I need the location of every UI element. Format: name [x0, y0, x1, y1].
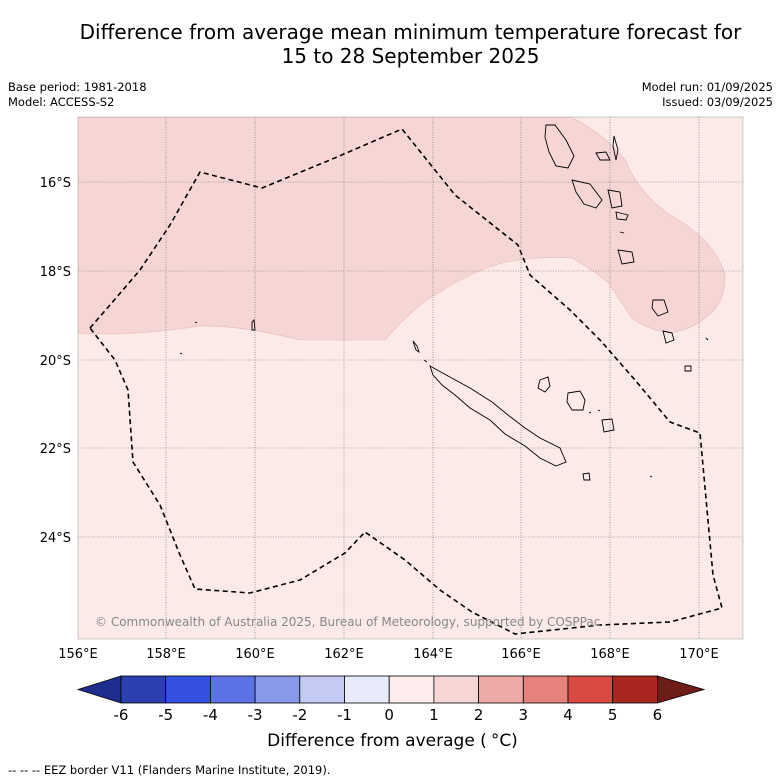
- vanuatu-north: [544, 124, 619, 169]
- colorbar-tick-label: 3: [519, 706, 529, 724]
- colorbar-extend-low: [76, 675, 122, 704]
- eez-legend-note: -- -- -- EEZ border V11 (Flanders Marine…: [8, 763, 331, 777]
- latitude-tick-labels: 16°S 18°S 20°S 22°S 24°S: [40, 176, 71, 546]
- colorbar-tick-label: -1: [337, 706, 352, 724]
- lat-tick: 18°S: [40, 265, 71, 280]
- base-period-label: Base period: 1981-2018: [8, 80, 147, 94]
- eez-border: [88, 128, 723, 635]
- lon-tick: 168°E: [590, 647, 630, 662]
- lon-tick: 158°E: [146, 647, 186, 662]
- coastlines: [179, 124, 709, 481]
- meta-left: Base period: 1981-2018 Model: ACCESS-S2: [8, 80, 147, 110]
- colorbar: -6 -5 -4 -3 -2 -1 0 1 2 3 4 5 6: [76, 675, 706, 724]
- lon-tick: 160°E: [235, 647, 275, 662]
- loyalty-islands: [537, 376, 615, 433]
- colorbar-swatch: [433, 675, 479, 704]
- map-frame: [77, 116, 744, 640]
- colorbar-title-text: Difference from average (: [267, 731, 487, 751]
- colorbar-swatch: [209, 675, 256, 704]
- colorbar-swatch: [567, 675, 614, 704]
- colorbar-extend-high: [657, 675, 706, 704]
- lon-tick: 156°E: [58, 647, 98, 662]
- longitude-tick-labels: 156°E 158°E 160°E 162°E 164°E 166°E 168°…: [58, 647, 719, 662]
- copyright-notice: © Commonwealth of Australia 2025, Bureau…: [95, 615, 600, 629]
- anomaly-zone-high: [78, 117, 726, 341]
- colorbar-swatch: [120, 675, 167, 704]
- colorbar-tick-label: 4: [563, 706, 573, 724]
- colorbar-swatch: [388, 675, 435, 704]
- colorbar-tick-label: 0: [384, 706, 394, 724]
- lon-tick: 164°E: [413, 647, 453, 662]
- colorbar-swatch: [478, 675, 524, 704]
- colorbar-tick-label: 1: [429, 706, 439, 724]
- chesterfield-reef: [251, 319, 256, 331]
- model-label: Model: ACCESS-S2: [8, 95, 115, 109]
- colorbar-tick-label: -2: [292, 706, 307, 724]
- colorbar-swatch: [254, 675, 301, 704]
- lon-tick: 166°E: [501, 647, 541, 662]
- chart-title: Difference from average mean minimum tem…: [40, 20, 781, 68]
- colorbar-tick-label: -6: [114, 706, 129, 724]
- lon-tick: 170°E: [679, 647, 719, 662]
- colorbar-swatch: [299, 675, 345, 704]
- colorbar-swatch: [522, 675, 569, 704]
- title-line-2: 15 to 28 September 2025: [281, 44, 540, 68]
- lat-tick: 16°S: [40, 176, 71, 191]
- colorbar-tick-label: 2: [474, 706, 484, 724]
- colorbar-tick-label: -3: [248, 706, 263, 724]
- lon-tick: 162°E: [324, 647, 364, 662]
- lat-tick: 22°S: [40, 442, 71, 457]
- map-panel: © Commonwealth of Australia 2025, Bureau…: [40, 116, 744, 662]
- colorbar-title: Difference from average (°C): [0, 731, 781, 751]
- colorbar-swatch: [165, 675, 211, 704]
- lat-tick: 20°S: [40, 354, 71, 369]
- colorbar-tick-label: 5: [608, 706, 618, 724]
- vanuatu-central: [571, 179, 629, 221]
- gridlines: [78, 117, 743, 639]
- colorbar-tick-label: -5: [158, 706, 173, 724]
- issued-label: Issued: 03/09/2025: [662, 95, 773, 109]
- model-run-label: Model run: 01/09/2025: [641, 80, 773, 94]
- colorbar-title-unit: °C): [490, 731, 518, 751]
- colorbar-swatch: [344, 675, 390, 704]
- colorbar-tick-label: 6: [653, 706, 663, 724]
- new-caledonia: [429, 365, 567, 467]
- small-islets: [179, 231, 709, 478]
- isle-of-pines: [582, 472, 591, 481]
- colorbar-tick-label: -4: [203, 706, 218, 724]
- colorbar-swatch: [612, 675, 658, 704]
- meta-right: Model run: 01/09/2025 Issued: 03/09/2025: [642, 80, 773, 110]
- title-line-1: Difference from average mean minimum tem…: [79, 20, 742, 44]
- vanuatu-south: [617, 249, 692, 372]
- lat-tick: 24°S: [40, 531, 71, 546]
